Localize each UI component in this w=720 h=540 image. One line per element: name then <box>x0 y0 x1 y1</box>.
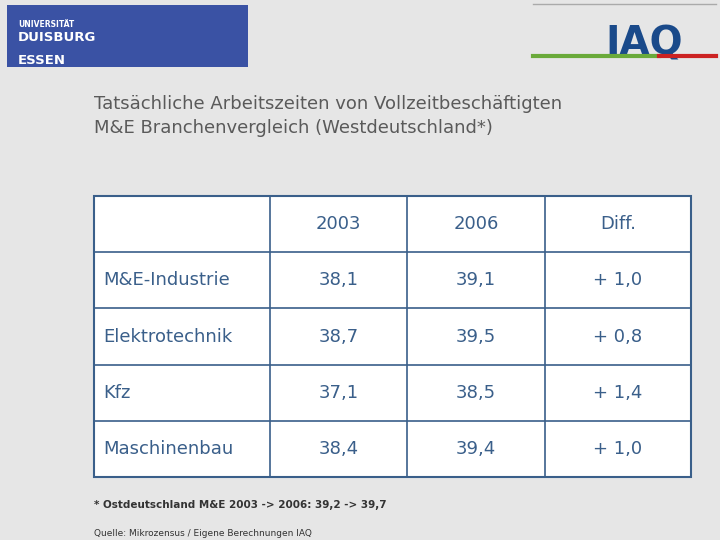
Text: Diff.: Diff. <box>600 215 636 233</box>
Text: 38,1: 38,1 <box>319 271 359 289</box>
Text: Quelle: Mikrozensus / Eigene Berechnungen IAQ: Quelle: Mikrozensus / Eigene Berechnunge… <box>94 529 312 538</box>
Text: 39,4: 39,4 <box>456 440 496 458</box>
Text: Elektrotechnik: Elektrotechnik <box>103 328 233 346</box>
Text: ESSEN: ESSEN <box>18 53 66 66</box>
Text: UNIVERSITÄT: UNIVERSITÄT <box>18 21 74 29</box>
Text: 2006: 2006 <box>454 215 499 233</box>
Text: * Ostdeutschland M&E 2003 -> 2006: 39,2 -> 39,7: * Ostdeutschland M&E 2003 -> 2006: 39,2 … <box>94 500 386 510</box>
Text: 38,7: 38,7 <box>318 328 359 346</box>
Text: + 1,0: + 1,0 <box>593 271 642 289</box>
Text: Maschinenbau: Maschinenbau <box>103 440 233 458</box>
Text: DUISBURG: DUISBURG <box>18 31 96 44</box>
Text: M&E Branchenvergleich (Westdeutschland*): M&E Branchenvergleich (Westdeutschland*) <box>94 119 492 137</box>
Text: 38,4: 38,4 <box>318 440 359 458</box>
Text: IAQ: IAQ <box>606 24 683 62</box>
Text: 37,1: 37,1 <box>318 384 359 402</box>
Text: 39,5: 39,5 <box>456 328 496 346</box>
Text: 39,1: 39,1 <box>456 271 496 289</box>
Text: Tatsächliche Arbeitszeiten von Vollzeitbeschäftigten: Tatsächliche Arbeitszeiten von Vollzeitb… <box>94 96 562 113</box>
Text: M&E-Industrie: M&E-Industrie <box>103 271 230 289</box>
Text: 2003: 2003 <box>316 215 361 233</box>
Text: + 0,8: + 0,8 <box>593 328 642 346</box>
FancyBboxPatch shape <box>94 196 691 477</box>
FancyBboxPatch shape <box>7 5 248 67</box>
Text: + 1,0: + 1,0 <box>593 440 642 458</box>
Text: 38,5: 38,5 <box>456 384 496 402</box>
Text: Kfz: Kfz <box>103 384 130 402</box>
Text: + 1,4: + 1,4 <box>593 384 643 402</box>
